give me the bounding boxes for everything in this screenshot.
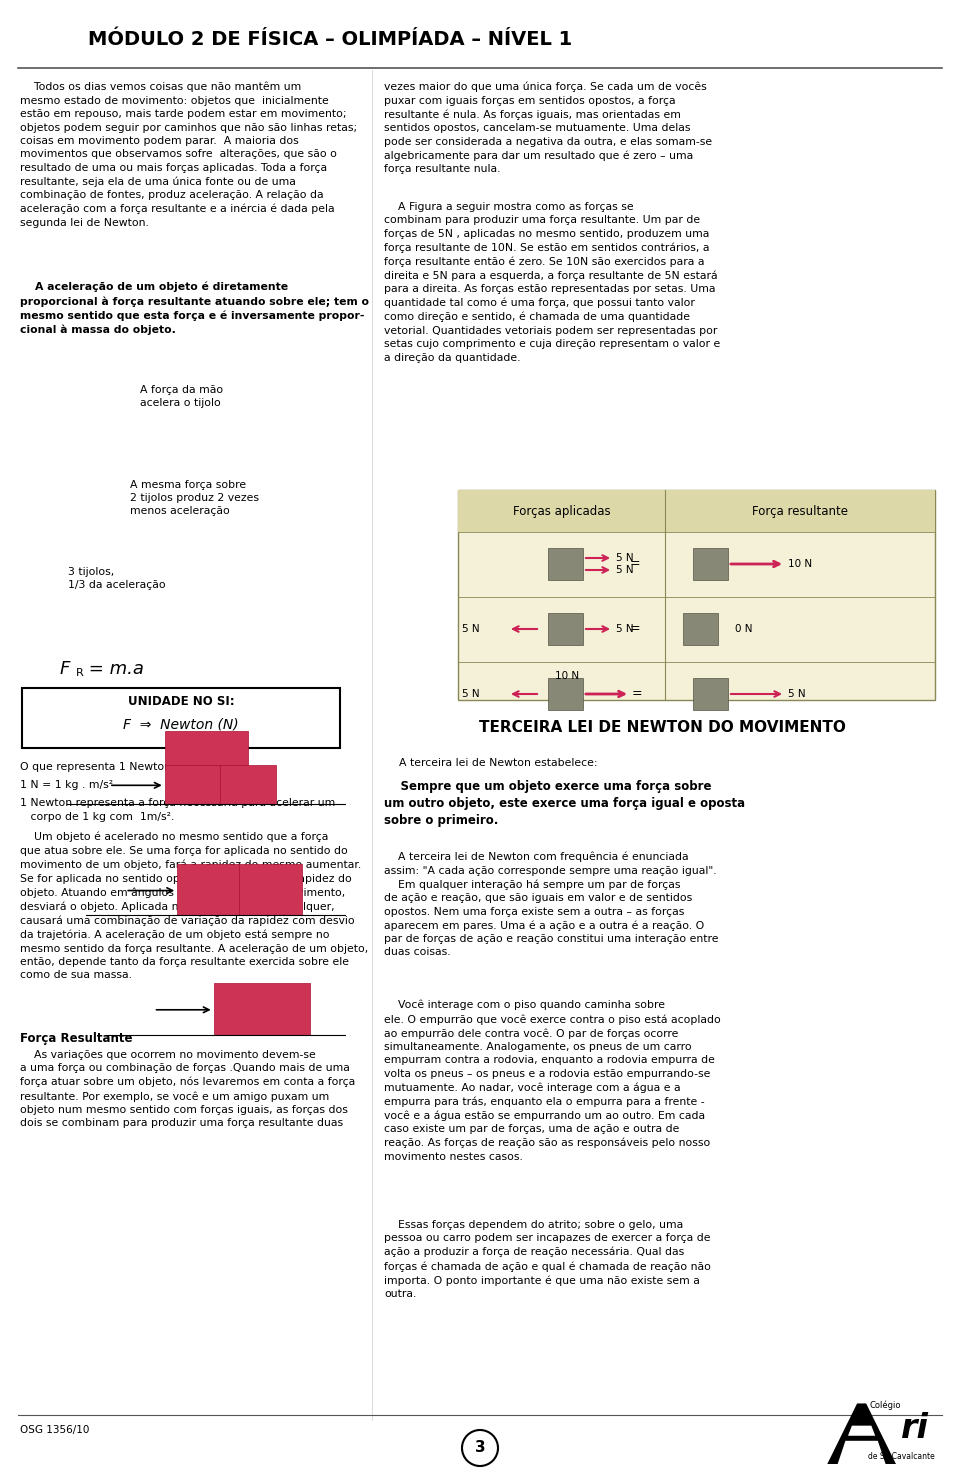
- Text: R: R: [76, 668, 84, 679]
- Text: = m.a: = m.a: [83, 659, 144, 679]
- Text: 5 N: 5 N: [616, 553, 634, 562]
- FancyBboxPatch shape: [547, 612, 583, 645]
- Text: 3 tijolos,
1/3 da aceleração: 3 tijolos, 1/3 da aceleração: [68, 567, 166, 590]
- Text: A terceira lei de Newton com frequência é enunciada
assim: "A cada ação correspo: A terceira lei de Newton com frequência …: [384, 852, 718, 957]
- Text: =: =: [632, 687, 642, 701]
- Text: A aceleração de um objeto é diretamente
proporcional à força resultante atuando : A aceleração de um objeto é diretamente …: [20, 283, 369, 334]
- Text: =: =: [630, 558, 640, 571]
- Text: 10 N: 10 N: [788, 559, 812, 570]
- Text: TERCEIRA LEI DE NEWTON DO MOVIMENTO: TERCEIRA LEI DE NEWTON DO MOVIMENTO: [479, 720, 846, 735]
- Text: vezes maior do que uma única força. Se cada um de vocês
puxar com iguais forças : vezes maior do que uma única força. Se c…: [384, 82, 712, 174]
- Text: Força Resultante: Força Resultante: [20, 1032, 132, 1045]
- Text: A Figura a seguir mostra como as forças se
combinam para produzir uma força resu: A Figura a seguir mostra como as forças …: [384, 202, 720, 362]
- Text: Forças aplicadas: Forças aplicadas: [513, 505, 611, 518]
- Text: 1 Newton representa a força necessária para acelerar um
   corpo de 1 kg com  1m: 1 Newton representa a força necessária p…: [20, 798, 335, 821]
- Text: Todos os dias vemos coisas que não mantêm um
mesmo estado de movimento: objetos : Todos os dias vemos coisas que não mantê…: [20, 82, 357, 228]
- Text: Força resultante: Força resultante: [752, 505, 848, 518]
- Text: 5 N: 5 N: [462, 689, 480, 699]
- FancyBboxPatch shape: [458, 490, 935, 701]
- Text: Sempre que um objeto exerce uma força sobre
um outro objeto, este exerce uma for: Sempre que um objeto exerce uma força so…: [384, 780, 745, 827]
- Text: 1 N = 1 kg . m/s²: 1 N = 1 kg . m/s²: [20, 780, 113, 790]
- FancyBboxPatch shape: [683, 612, 717, 645]
- FancyBboxPatch shape: [692, 548, 728, 580]
- Text: 10 N: 10 N: [555, 671, 579, 682]
- Text: 5 N: 5 N: [616, 565, 634, 576]
- Text: A mesma força sobre
2 tijolos produz 2 vezes
menos aceleração: A mesma força sobre 2 tijolos produz 2 v…: [130, 480, 259, 515]
- Text: As variações que ocorrem no movimento devem-se
a uma força ou combinação de forç: As variações que ocorrem no movimento de…: [20, 1050, 355, 1128]
- FancyBboxPatch shape: [547, 679, 583, 710]
- Text: 5 N: 5 N: [462, 624, 480, 634]
- FancyBboxPatch shape: [22, 687, 340, 748]
- Text: =: =: [630, 623, 640, 636]
- Text: 5 N: 5 N: [616, 624, 634, 634]
- Text: O que representa 1 Newton ?: O que representa 1 Newton ?: [20, 762, 180, 771]
- Text: F: F: [60, 659, 70, 679]
- Text: 3: 3: [474, 1441, 486, 1456]
- Text: A força da mão
acelera o tijolo: A força da mão acelera o tijolo: [140, 386, 223, 408]
- Text: Você interage com o piso quando caminha sobre
ele. O empurrão que você exerce co: Você interage com o piso quando caminha …: [384, 999, 721, 1161]
- Text: UNIDADE NO SI:: UNIDADE NO SI:: [128, 695, 234, 708]
- Text: OSG 1356/10: OSG 1356/10: [20, 1425, 89, 1435]
- Text: 5 N: 5 N: [788, 689, 805, 699]
- Circle shape: [462, 1429, 498, 1466]
- Text: Essas forças dependem do atrito; sobre o gelo, uma
pessoa ou carro podem ser inc: Essas forças dependem do atrito; sobre o…: [384, 1220, 710, 1298]
- Text: Um objeto é acelerado no mesmo sentido que a força
que atua sobre ele. Se uma fo: Um objeto é acelerado no mesmo sentido q…: [20, 832, 369, 980]
- FancyBboxPatch shape: [547, 548, 583, 580]
- Text: 0 N: 0 N: [735, 624, 753, 634]
- Text: A terceira lei de Newton estabelece:: A terceira lei de Newton estabelece:: [399, 758, 597, 768]
- FancyBboxPatch shape: [692, 679, 728, 710]
- Text: F  ⇒  Newton (N): F ⇒ Newton (N): [123, 718, 239, 732]
- FancyBboxPatch shape: [458, 490, 935, 531]
- Text: MÓDULO 2 DE FÍSICA – OLIMPÍADA – NÍVEL 1: MÓDULO 2 DE FÍSICA – OLIMPÍADA – NÍVEL 1: [88, 29, 572, 49]
